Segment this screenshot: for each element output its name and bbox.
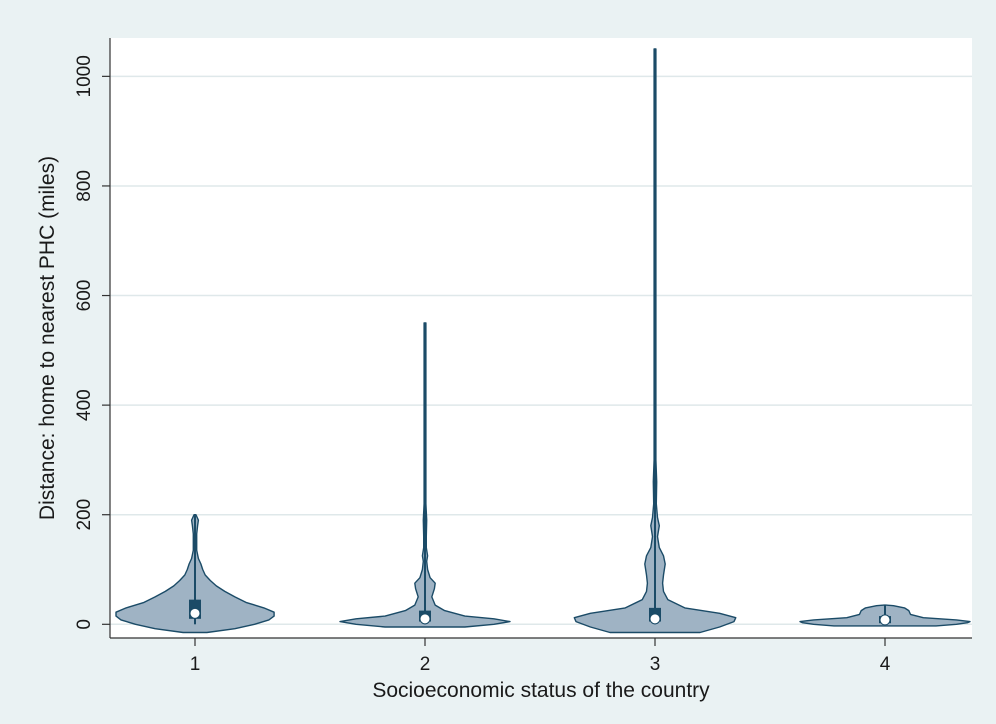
y-tick-label: 600	[74, 280, 95, 312]
median-marker-3	[649, 613, 661, 625]
x-axis-label: Socioeconomic status of the country	[372, 679, 710, 702]
y-tick-label: 800	[74, 170, 95, 202]
y-tick-label: 400	[74, 389, 95, 421]
median-marker-1	[189, 607, 201, 619]
median-marker-2	[419, 613, 431, 625]
y-tick-label: 1000	[74, 55, 95, 97]
axes: 0 200 400 600 800 1000 1 2 3 4	[74, 38, 972, 675]
violins	[115, 48, 971, 634]
y-tick-label: 200	[74, 499, 95, 531]
x-tick-label: 1	[190, 654, 201, 675]
x-tick-label: 3	[650, 654, 661, 675]
median-marker-4	[879, 614, 891, 626]
plot-area	[110, 38, 972, 638]
y-axis-label: Distance: home to nearest PHC (miles)	[36, 156, 59, 520]
x-tick-label: 2	[420, 654, 431, 675]
x-tick-label: 4	[880, 654, 891, 675]
y-tick-label: 0	[74, 619, 95, 630]
